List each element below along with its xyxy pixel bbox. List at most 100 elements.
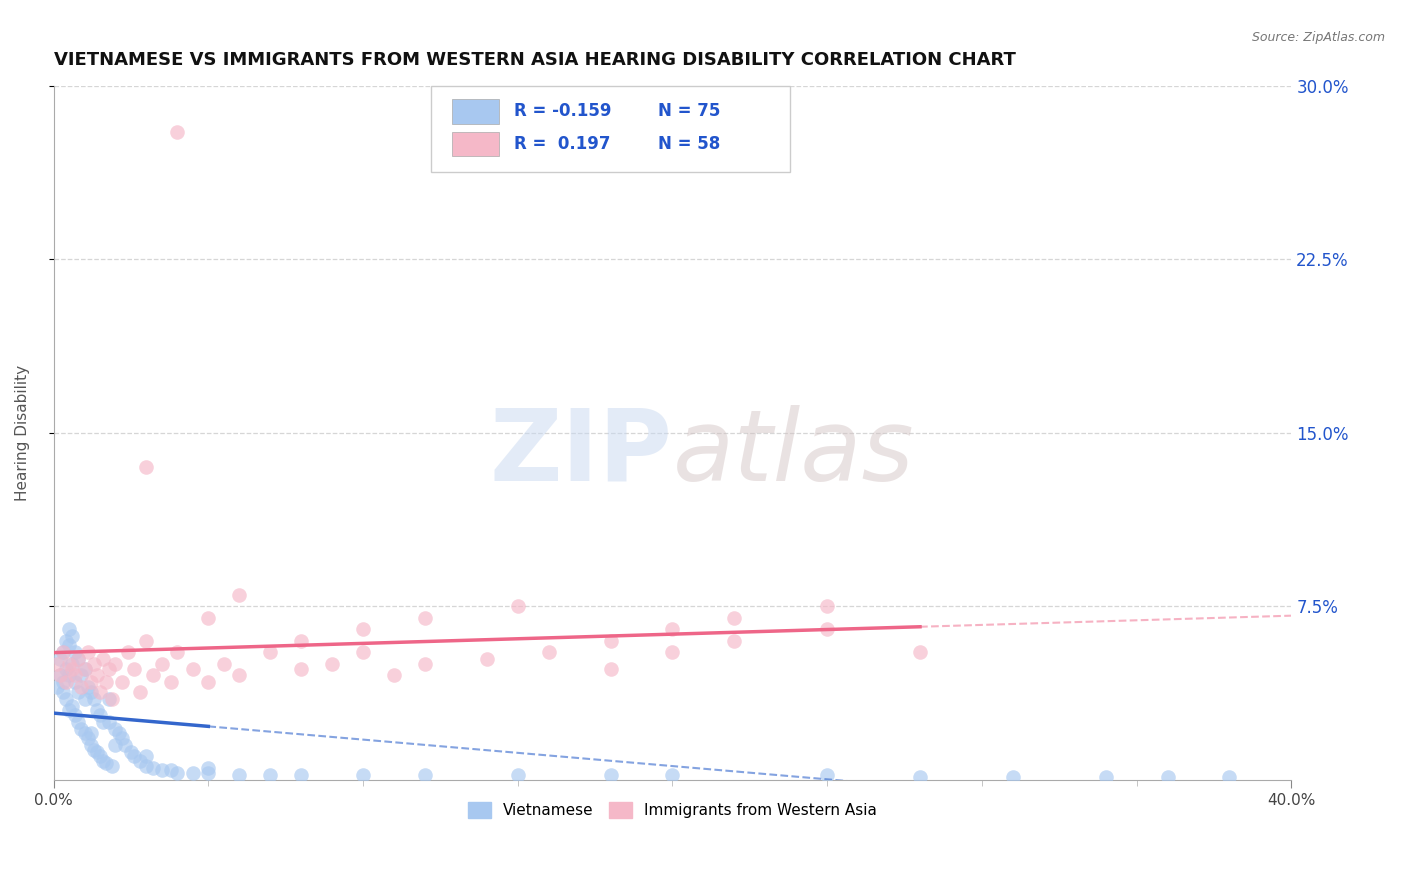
Point: [815, 599, 838, 613]
Point: [96, 756, 118, 771]
Point: [55, 633, 77, 648]
Point: [80, 726, 103, 740]
Point: [475, 652, 498, 666]
Point: [80, 684, 103, 698]
Point: [76, 645, 98, 659]
Point: [661, 622, 683, 636]
Point: [55, 691, 77, 706]
Point: [70, 722, 93, 736]
Point: [60, 657, 83, 671]
Point: [197, 761, 219, 775]
Text: ZIP: ZIP: [489, 405, 672, 502]
Point: [114, 738, 136, 752]
Point: [181, 661, 204, 675]
Text: R =  0.197: R = 0.197: [515, 135, 610, 153]
Point: [129, 684, 152, 698]
Point: [104, 738, 127, 752]
Point: [1094, 770, 1116, 784]
Point: [86, 703, 108, 717]
Point: [815, 768, 838, 782]
Point: [181, 765, 204, 780]
Point: [58, 622, 80, 636]
Point: [49, 668, 72, 682]
Point: [104, 722, 127, 736]
Point: [723, 610, 745, 624]
Point: [197, 610, 219, 624]
Point: [58, 657, 80, 671]
Point: [76, 731, 98, 745]
Point: [52, 684, 75, 698]
Point: [45, 680, 67, 694]
Point: [413, 657, 436, 671]
Point: [60, 629, 83, 643]
FancyBboxPatch shape: [453, 132, 499, 156]
Text: R = -0.159: R = -0.159: [515, 103, 612, 120]
Point: [290, 633, 312, 648]
Text: VIETNAMESE VS IMMIGRANTS FROM WESTERN ASIA HEARING DISABILITY CORRELATION CHART: VIETNAMESE VS IMMIGRANTS FROM WESTERN AS…: [53, 51, 1015, 69]
Text: Source: ZipAtlas.com: Source: ZipAtlas.com: [1251, 31, 1385, 45]
Point: [73, 661, 96, 675]
Point: [150, 764, 173, 778]
Point: [49, 652, 72, 666]
Text: atlas: atlas: [672, 405, 914, 502]
Text: N = 58: N = 58: [658, 135, 720, 153]
Point: [52, 675, 75, 690]
Point: [58, 639, 80, 653]
Point: [45, 657, 67, 671]
Point: [91, 754, 114, 768]
Point: [1218, 770, 1240, 784]
Point: [352, 622, 374, 636]
Point: [815, 622, 838, 636]
Point: [89, 749, 111, 764]
Point: [117, 645, 139, 659]
Point: [60, 698, 83, 713]
Point: [382, 668, 405, 682]
Point: [166, 765, 188, 780]
Point: [228, 587, 250, 601]
Point: [166, 645, 188, 659]
Point: [661, 768, 683, 782]
Point: [55, 661, 77, 675]
Point: [107, 726, 129, 740]
Point: [98, 714, 121, 729]
Point: [129, 754, 152, 768]
Point: [142, 761, 165, 775]
Point: [52, 645, 75, 659]
Point: [537, 645, 560, 659]
Point: [228, 668, 250, 682]
Point: [70, 668, 93, 682]
Point: [67, 652, 90, 666]
Y-axis label: Hearing Disability: Hearing Disability: [15, 365, 30, 500]
Point: [160, 675, 183, 690]
Point: [290, 661, 312, 675]
Point: [52, 645, 75, 659]
Point: [67, 714, 90, 729]
Point: [599, 661, 621, 675]
Point: [908, 770, 931, 784]
Point: [122, 661, 145, 675]
Point: [197, 765, 219, 780]
Point: [80, 675, 103, 690]
Point: [73, 726, 96, 740]
Point: [104, 657, 127, 671]
Point: [135, 758, 157, 772]
Point: [65, 675, 87, 690]
Point: [506, 599, 529, 613]
Point: [76, 680, 98, 694]
Point: [413, 768, 436, 782]
Point: [321, 657, 343, 671]
Point: [908, 645, 931, 659]
Point: [599, 633, 621, 648]
Point: [49, 668, 72, 682]
Point: [111, 731, 134, 745]
Point: [135, 460, 157, 475]
Point: [290, 768, 312, 782]
Point: [67, 652, 90, 666]
FancyBboxPatch shape: [432, 86, 790, 172]
Point: [58, 703, 80, 717]
Point: [723, 633, 745, 648]
Point: [352, 645, 374, 659]
Point: [91, 714, 114, 729]
Point: [86, 668, 108, 682]
Point: [599, 768, 621, 782]
